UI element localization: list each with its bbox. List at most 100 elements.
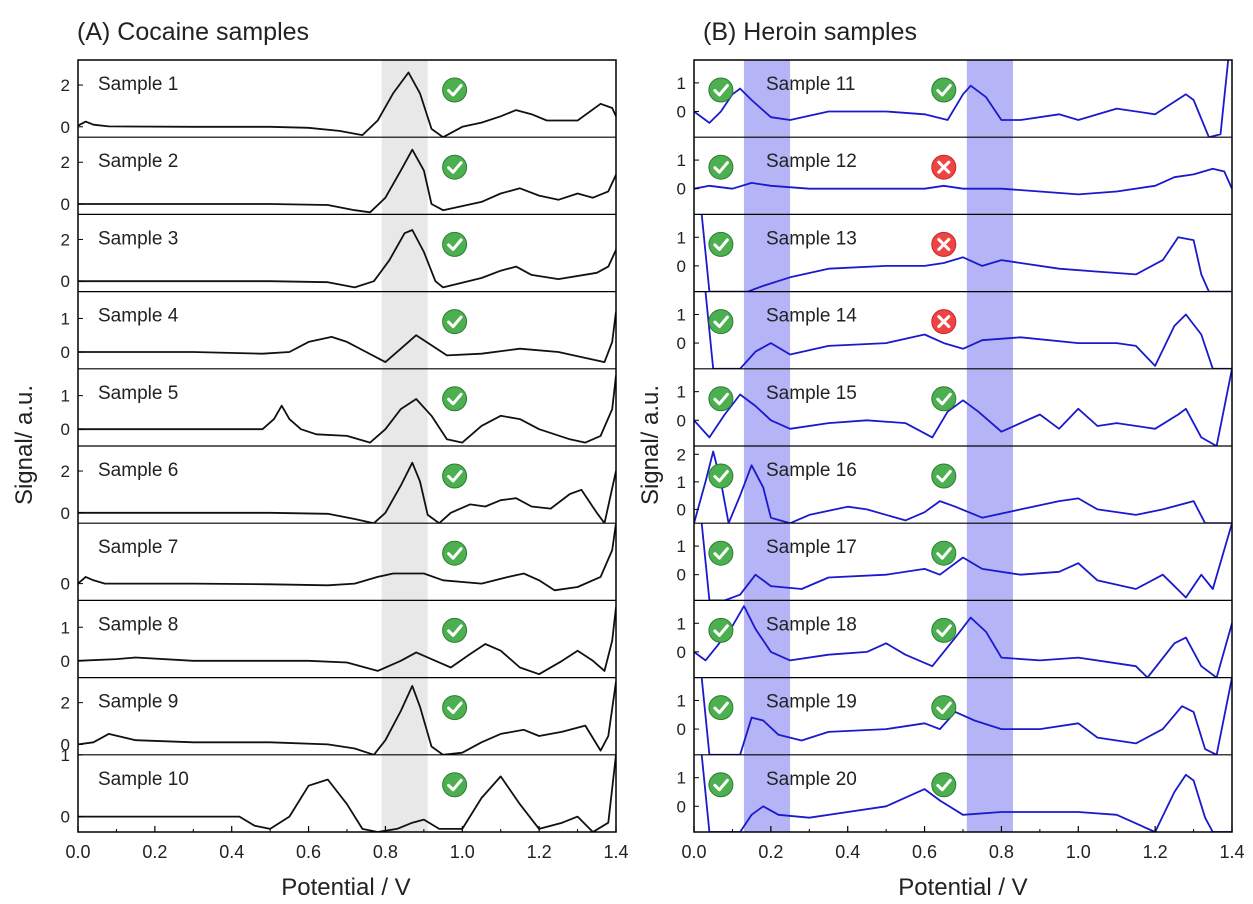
panel-0-series-3-line [78, 229, 616, 289]
panel-1-row-9-ytick-label-1: 1 [677, 691, 686, 710]
panel-0-row-6-ytick-label-0: 0 [61, 504, 70, 523]
panel-b-ylabel: Signal/ a.u. [637, 385, 664, 505]
panel-0-xtick-label-1: 0.2 [142, 842, 167, 862]
panel-0-series-8-line [78, 606, 616, 676]
panel-a-cocaine: 02 Sample 102 Sample 202 Sample 301 Sample 4… [61, 59, 629, 862]
panel-0-sample-label-10: Sample 10 [98, 769, 189, 790]
panel-1-xtick-label-2: 0.4 [835, 842, 860, 862]
panel-1-row-8-check-circle-icon-1 [931, 617, 957, 643]
panel-1-sample-label-7: Sample 17 [766, 537, 857, 558]
panel-0-xtick-label-4: 0.8 [373, 842, 398, 862]
panel-1-xtick-label-6: 1.2 [1143, 842, 1168, 862]
panel-1-series-8-line [694, 605, 1232, 678]
panel-0-series-10-line [78, 754, 616, 832]
panel-1-row-6-ytick-label-1: 1 [677, 473, 686, 492]
panel-a-xlabel: Potential / V [281, 874, 410, 901]
panel-1-row-7-ytick-label-0: 0 [677, 566, 686, 585]
panel-1-row-3-ytick-label-1: 1 [677, 228, 686, 247]
panel-0-series-6-line [78, 461, 616, 524]
panel-0-sample-label-6: Sample 6 [98, 460, 178, 481]
panel-1-sample-label-8: Sample 18 [766, 614, 857, 635]
panel-1-sample-label-1: Sample 11 [766, 74, 855, 95]
panel-0-row-5-ytick-label-0: 0 [61, 420, 70, 439]
panel-0-row-3-check-circle-icon-0 [442, 231, 468, 257]
panel-0-row-9-check-circle-icon-0 [442, 695, 468, 721]
panel-0-row-8-check-circle-icon-0 [442, 617, 468, 643]
panel-0-xtick-label-3: 0.6 [296, 842, 321, 862]
panel-1-xtick-label-4: 0.8 [989, 842, 1014, 862]
panel-1-row-2-check-circle-icon-0 [708, 154, 734, 180]
panel-0-row-1-check-circle-icon-0 [442, 77, 468, 103]
panel-1-row-4-check-circle-icon-0 [708, 309, 734, 335]
panel-1-row-7-check-circle-icon-1 [931, 540, 957, 566]
panel-1-row-6-check-circle-icon-0 [708, 463, 734, 489]
panel-1-row-8-ytick-label-0: 0 [677, 643, 686, 662]
panel-1-row-9-ytick-label-0: 0 [677, 720, 686, 739]
panel-0-row-7-ytick-label-0: 0 [61, 575, 70, 594]
panel-1-row-9-check-circle-icon-0 [708, 695, 734, 721]
panel-1-sample-label-3: Sample 13 [766, 228, 857, 249]
panel-0-xtick-label-0: 0.0 [65, 842, 90, 862]
panel-1-sample-label-4: Sample 14 [766, 306, 857, 327]
panel-1-row-3-check-circle-icon-0 [708, 231, 734, 257]
panel-0-sample-label-1: Sample 1 [98, 74, 178, 95]
panel-0-row-5-check-circle-icon-0 [442, 386, 468, 412]
panel-1-row-8-check-circle-icon-0 [708, 617, 734, 643]
panel-0-row-10-check-circle-icon-0 [442, 772, 468, 798]
panel-1-row-3-ytick-label-0: 0 [677, 257, 686, 276]
panel-a-ylabel: Signal/ a.u. [11, 385, 38, 505]
panel-1-row-1-check-circle-icon-1 [931, 77, 957, 103]
panel-1-xtick-label-3: 0.6 [912, 842, 937, 862]
panel-0-row-9-ytick-label-0: 0 [61, 735, 70, 754]
panel-0-row-4-ytick-label-0: 0 [61, 343, 70, 362]
panel-1-series-3-line [700, 214, 1232, 292]
panel-0-row-6-ytick-label-1: 2 [61, 462, 70, 481]
panel-0-row-3-ytick-label-1: 2 [61, 230, 70, 249]
panel-0-row-1-ytick-label-1: 2 [61, 76, 70, 95]
panel-1-sample-label-9: Sample 19 [766, 692, 857, 713]
panel-0-series-9-line [78, 681, 616, 755]
panel-1-series-2-line [694, 167, 1232, 196]
panel-0-series-7-line [78, 523, 616, 592]
panel-0-row-5-ytick-label-1: 1 [61, 387, 70, 406]
panel-b-heroin: 0 1 Sample 11 0 1 Sample 12 0 1 Sample 13 0 1 Sampl… [677, 59, 1245, 862]
panel-1-row-3-x-circle-icon-1 [931, 231, 957, 257]
panel-1-sample-label-5: Sample 15 [766, 383, 857, 404]
panel-1-row-9-check-circle-icon-1 [931, 695, 957, 721]
panel-0-row-8-ytick-label-0: 0 [61, 652, 70, 671]
panel-1-row-1-ytick-label-1: 1 [677, 74, 686, 93]
panel-1-row-6-check-circle-icon-1 [931, 463, 957, 489]
panel-1-row-8-ytick-label-1: 1 [677, 614, 686, 633]
panel-0-row-9-ytick-label-1: 2 [61, 694, 70, 713]
panel-0-row-10-ytick-label-0: 0 [61, 808, 70, 827]
panel-1-row-2-ytick-label-0: 0 [677, 180, 686, 199]
panel-1-row-4-ytick-label-0: 0 [677, 334, 686, 353]
panel-0-row-4-check-circle-icon-0 [442, 309, 468, 335]
panel-1-row-10-check-circle-icon-0 [708, 772, 734, 798]
panel-0-row-2-ytick-label-1: 2 [61, 153, 70, 172]
panel-1-row-1-check-circle-icon-0 [708, 77, 734, 103]
panel-0-xtick-label-2: 0.4 [219, 842, 244, 862]
panel-b-title: (B) Heroin samples [703, 18, 917, 46]
panel-1-series-7-line [700, 523, 1232, 601]
panel-0-series-2-line [78, 148, 616, 214]
panel-0-row-10-ytick-label-1: 1 [61, 746, 70, 765]
panel-0-sample-label-3: Sample 3 [98, 228, 178, 249]
panel-0-xtick-label-6: 1.2 [527, 842, 552, 862]
panel-1-sample-label-6: Sample 16 [766, 460, 857, 481]
panel-1-row-10-check-circle-icon-1 [931, 772, 957, 798]
panel-1-row-10-ytick-label-1: 1 [677, 769, 686, 788]
panel-1-series-10-line [700, 754, 1232, 832]
panel-b-xlabel: Potential / V [898, 874, 1027, 901]
panel-1-row-4-x-circle-icon-1 [931, 309, 957, 335]
panel-0-row-7-check-circle-icon-0 [442, 540, 468, 566]
panel-0-sample-label-4: Sample 4 [98, 306, 179, 327]
panel-0-row-6-check-circle-icon-0 [442, 463, 468, 489]
panel-a-title: (A) Cocaine samples [77, 18, 309, 46]
panel-1-row-1-ytick-label-0: 0 [677, 102, 686, 121]
panel-0-sample-label-8: Sample 8 [98, 614, 178, 635]
panel-1-xtick-label-5: 1.0 [1066, 842, 1091, 862]
panel-1-row-4-ytick-label-1: 1 [677, 305, 686, 324]
panel-1-row-7-check-circle-icon-0 [708, 540, 734, 566]
